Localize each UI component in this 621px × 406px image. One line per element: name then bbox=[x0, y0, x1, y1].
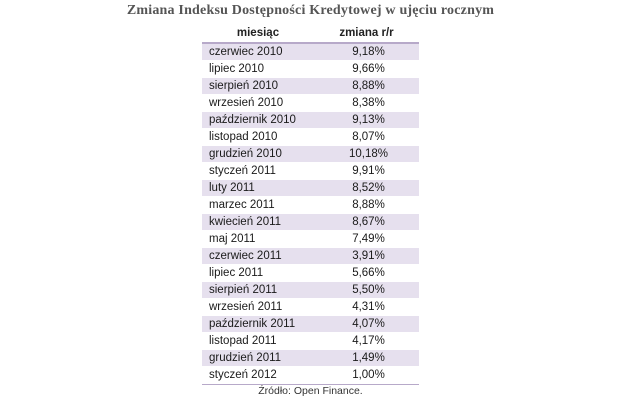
cell-change: 8,52% bbox=[352, 182, 385, 194]
table-row: wrzesień 2010 8,38% bbox=[202, 95, 419, 112]
cell-change: 4,17% bbox=[352, 335, 385, 347]
cell-change: 8,38% bbox=[352, 97, 385, 109]
table-row: grudzień 2010 10,18% bbox=[202, 146, 419, 163]
cell-change: 3,91% bbox=[352, 250, 385, 262]
table-header: miesiąc zmiana r/r bbox=[202, 24, 419, 42]
cell-change: 8,07% bbox=[352, 131, 385, 143]
cell-month: lipiec 2011 bbox=[209, 267, 264, 279]
cell-change: 4,07% bbox=[352, 318, 385, 330]
table-row: czerwiec 2010 9,18% bbox=[202, 44, 419, 61]
table-row: listopad 2011 4,17% bbox=[202, 333, 419, 350]
table-row: październik 2010 9,13% bbox=[202, 112, 419, 129]
cell-month: listopad 2010 bbox=[209, 131, 278, 143]
table-row: sierpień 2011 5,50% bbox=[202, 282, 419, 299]
cell-month: styczeń 2012 bbox=[209, 369, 277, 381]
data-table: miesiąc zmiana r/r czerwiec 2010 9,18% lip… bbox=[202, 24, 419, 385]
cell-change: 4,31% bbox=[352, 301, 385, 313]
table-row: styczeń 2011 9,91% bbox=[202, 163, 419, 180]
cell-change: 9,13% bbox=[352, 114, 385, 126]
table-body: czerwiec 2010 9,18% lipiec 2010 9,66% sierpi… bbox=[202, 44, 419, 384]
cell-change: 1,00% bbox=[352, 369, 385, 381]
table-row: lipiec 2011 5,66% bbox=[202, 265, 419, 282]
header-rule bbox=[202, 42, 419, 44]
cell-change: 5,66% bbox=[352, 267, 385, 279]
table-row: wrzesień 2011 4,31% bbox=[202, 299, 419, 316]
cell-month: czerwiec 2010 bbox=[209, 46, 283, 58]
cell-change: 1,49% bbox=[352, 352, 385, 364]
cell-month: marzec 2011 bbox=[209, 199, 275, 211]
table-title: Zmiana Indeksu Dostępności Kredytowej w … bbox=[126, 3, 495, 18]
cell-month: grudzień 2011 bbox=[209, 352, 282, 364]
cell-change: 9,91% bbox=[352, 165, 385, 177]
cell-month: październik 2011 bbox=[209, 318, 296, 330]
cell-month: sierpień 2010 bbox=[209, 80, 279, 92]
table-row: październik 2011 4,07% bbox=[202, 316, 419, 333]
table-row: grudzień 2011 1,49% bbox=[202, 350, 419, 367]
cell-month: wrzesień 2010 bbox=[209, 97, 284, 109]
table-row: lipiec 2010 9,66% bbox=[202, 61, 419, 78]
cell-change: 9,18% bbox=[352, 46, 385, 58]
table-row: marzec 2011 8,88% bbox=[202, 197, 419, 214]
table-row: sierpień 2010 8,88% bbox=[202, 78, 419, 95]
cell-change: 7,49% bbox=[352, 233, 385, 245]
table-row: listopad 2010 8,07% bbox=[202, 129, 419, 146]
cell-month: grudzień 2010 bbox=[209, 148, 282, 160]
cell-month: maj 2011 bbox=[209, 233, 256, 245]
column-header-change: zmiana r/r bbox=[339, 27, 394, 39]
cell-month: sierpień 2011 bbox=[209, 284, 278, 296]
cell-month: wrzesień 2011 bbox=[209, 301, 283, 313]
table-row: czerwiec 2011 3,91% bbox=[202, 248, 419, 265]
cell-month: luty 2011 bbox=[209, 182, 255, 194]
source-note: Źródło: Open Finance. bbox=[258, 385, 363, 397]
cell-month: listopad 2011 bbox=[209, 335, 277, 347]
cell-month: czerwiec 2011 bbox=[209, 250, 282, 262]
cell-month: styczeń 2011 bbox=[209, 165, 276, 177]
cell-change: 8,67% bbox=[352, 216, 385, 228]
cell-month: lipiec 2010 bbox=[209, 63, 264, 75]
cell-month: kwiecień 2011 bbox=[209, 216, 282, 228]
cell-change: 9,66% bbox=[352, 63, 385, 75]
table-row: luty 2011 8,52% bbox=[202, 180, 419, 197]
cell-month: październik 2010 bbox=[209, 114, 296, 126]
cell-change: 8,88% bbox=[352, 80, 385, 92]
cell-change: 5,50% bbox=[352, 284, 385, 296]
column-header-month: miesiąc bbox=[236, 27, 280, 39]
table-row: styczeń 2012 1,00% bbox=[202, 367, 419, 384]
bottom-rule bbox=[202, 384, 419, 385]
cell-change: 8,88% bbox=[352, 199, 385, 211]
table-row: kwiecień 2011 8,67% bbox=[202, 214, 419, 231]
table-row: maj 2011 7,49% bbox=[202, 231, 419, 248]
cell-change: 10,18% bbox=[348, 148, 388, 160]
